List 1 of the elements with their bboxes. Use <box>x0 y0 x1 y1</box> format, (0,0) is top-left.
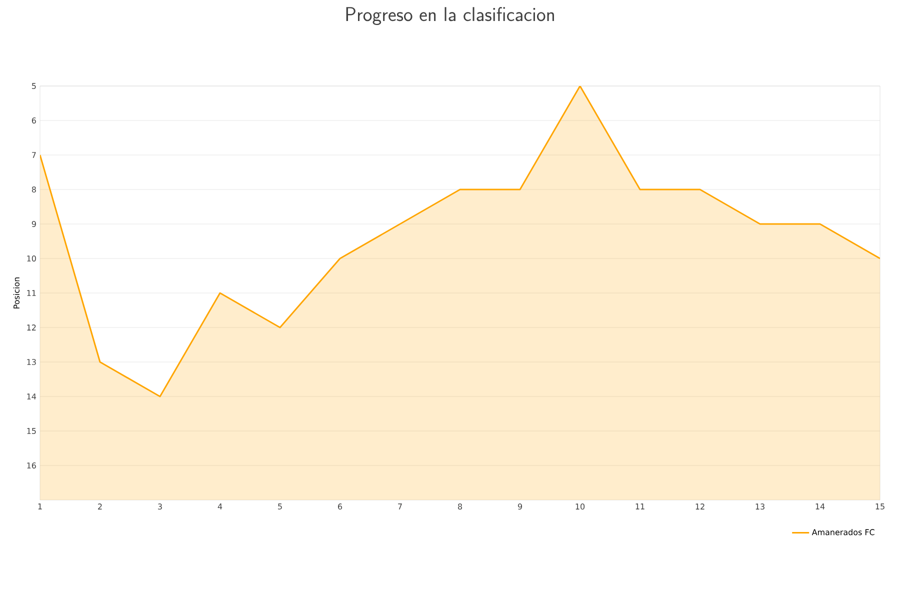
chart-title: Progreso en la clasificacion <box>346 6 554 26</box>
